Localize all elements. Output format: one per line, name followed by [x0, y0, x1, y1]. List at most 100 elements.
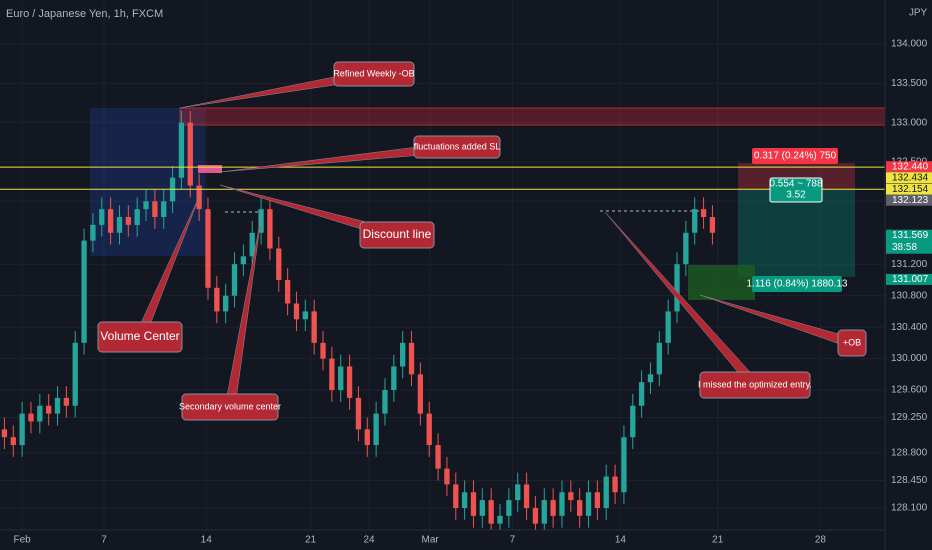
ratio-label-bg: [769, 177, 823, 203]
candle-body: [10, 437, 16, 446]
price-label-bg: [886, 172, 932, 184]
candle-body: [320, 342, 326, 359]
y-tick-label: 129.250: [891, 412, 928, 423]
candle-body: [373, 413, 379, 446]
candle-body: [205, 209, 211, 288]
candle-body: [258, 209, 264, 233]
candle-body: [223, 295, 229, 312]
candle-body: [488, 500, 494, 524]
ob-zone: [688, 265, 755, 300]
candle-body: [19, 413, 25, 446]
candle-body: [152, 201, 158, 218]
candle-body: [125, 217, 131, 225]
candle-body: [28, 413, 34, 422]
ratio-label: 0.554 ~ 788: [769, 179, 823, 190]
price-label-bg: [886, 194, 932, 206]
candle-body: [1, 429, 8, 438]
y-tick-label: 128.450: [891, 475, 928, 486]
candle-body: [346, 366, 353, 398]
callout-text: Secondary volume center: [179, 401, 281, 411]
price-label-sub: 38:58: [892, 242, 917, 253]
x-tick-label: 7: [101, 535, 107, 546]
callout-box: [359, 221, 435, 249]
candle-body: [444, 468, 450, 485]
price-label: 132.440: [892, 161, 929, 172]
candle-body: [435, 445, 441, 469]
candle-body: [187, 122, 193, 186]
candle-body: [90, 224, 96, 241]
candle-body: [54, 397, 61, 414]
price-label: 132.434: [892, 172, 929, 183]
price-label-bg: [886, 183, 932, 195]
stop-label: 0.317 (0.24%) 750: [754, 151, 837, 162]
candle-body: [577, 500, 583, 516]
candle-body: [249, 232, 255, 257]
candle-body: [461, 492, 468, 508]
candle-body: [630, 405, 636, 438]
candle-body: [391, 366, 397, 391]
candles: [1, 110, 716, 530]
candle-body: [683, 232, 689, 265]
target-zone: [738, 190, 855, 277]
price-label-bg: [886, 161, 932, 173]
price-label-bg: [886, 273, 932, 285]
candle-body: [46, 405, 52, 414]
x-tick-label: Feb: [14, 535, 32, 546]
candle-body: [329, 358, 335, 391]
callout-text: fluctuations added SL: [414, 141, 501, 151]
candle-body: [116, 217, 123, 233]
candle-body: [594, 492, 601, 508]
x-tick-label: 14: [615, 535, 627, 546]
candle-body: [532, 507, 539, 524]
y-tick-label: 128.100: [891, 503, 928, 514]
candle-body: [603, 476, 609, 508]
x-tick-label: Mar: [421, 535, 439, 546]
candle-body: [656, 342, 662, 375]
candle-body: [99, 209, 105, 225]
callout-text: +OB: [843, 337, 861, 347]
candle-body: [559, 492, 565, 516]
x-tick-label: 7: [510, 535, 516, 546]
levels: [0, 166, 885, 190]
candle-body: [37, 405, 43, 422]
candle-body: [647, 374, 654, 383]
price-label: 132.123: [892, 195, 929, 206]
target-label: 1.116 (0.84%) 1880.13: [746, 279, 847, 290]
candle-body: [276, 248, 282, 280]
order-block: [179, 107, 885, 126]
candle-body: [453, 484, 459, 508]
candle-body: [293, 303, 300, 320]
candle-body: [585, 492, 592, 516]
y-tick-label: 130.400: [891, 322, 928, 333]
candle-body: [417, 374, 424, 414]
chart-title: Euro / Japanese Yen, 1h, FXCM: [6, 8, 163, 20]
candle-body: [81, 240, 87, 343]
candle-body: [355, 397, 362, 430]
candle-body: [638, 382, 645, 406]
candle-body: [515, 484, 521, 501]
candle-body: [497, 515, 503, 524]
candle-body: [621, 437, 627, 493]
callout-box: [181, 393, 279, 421]
candle-body: [426, 413, 432, 446]
y-tick-label: 128.800: [891, 448, 928, 459]
callout-box: [413, 135, 501, 159]
candle-body: [311, 311, 317, 343]
candle-body: [178, 122, 185, 178]
candle-body: [700, 209, 707, 218]
y-tick-label: 133.000: [891, 117, 928, 128]
callout-text: Refined Weekly -OB: [333, 68, 414, 78]
y-tick-label: 130.000: [891, 353, 928, 364]
candle-body: [63, 397, 70, 406]
target-label-bg: [752, 276, 842, 292]
zones: [90, 107, 885, 300]
callout-box: [837, 329, 867, 357]
candle-body: [674, 264, 680, 312]
x-tick-label: 28: [815, 535, 827, 546]
candle-body: [72, 342, 78, 406]
candle-body: [523, 484, 530, 508]
candle-body: [400, 342, 406, 367]
sl-box: [198, 165, 222, 173]
